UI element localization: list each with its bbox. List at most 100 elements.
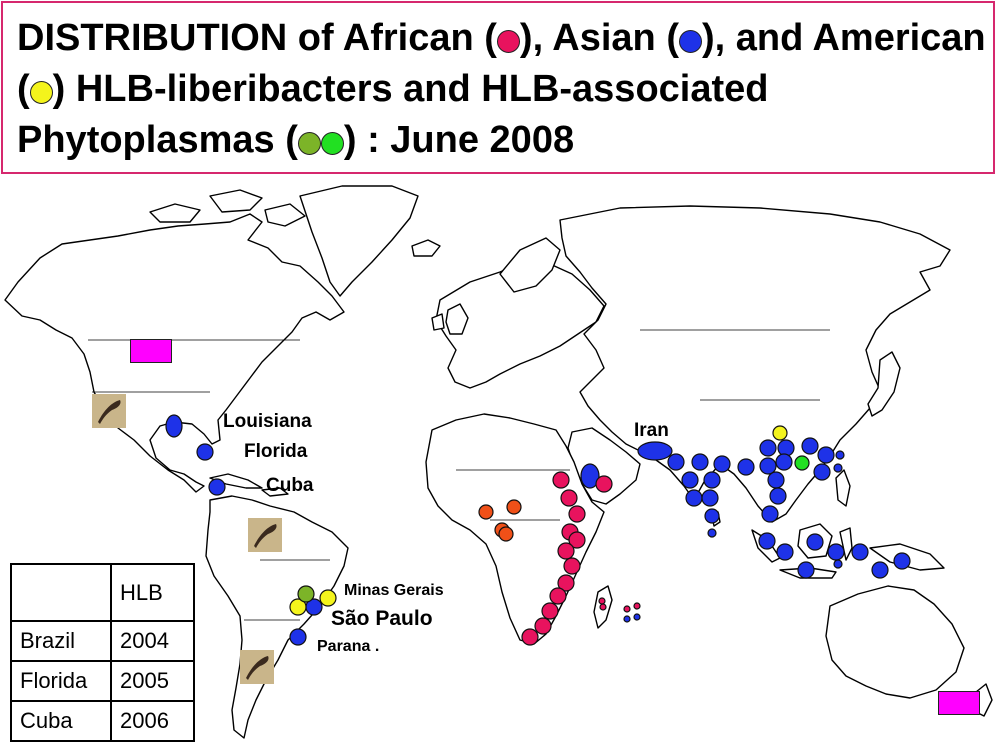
- table-header-row: HLB: [10, 563, 195, 622]
- cuba-island: [209, 473, 263, 489]
- table-header-empty-cell: [10, 563, 112, 622]
- sao-paulo-label: São Paulo: [331, 607, 433, 630]
- africa-marker: [560, 489, 578, 507]
- asia-marker: [759, 457, 777, 475]
- table-cell-year: 2006: [110, 700, 195, 742]
- table-cell-year: 2005: [110, 660, 195, 702]
- west-africa-marker: [506, 499, 522, 515]
- asia-marker: [704, 508, 720, 524]
- table-cell-place: Brazil: [10, 620, 112, 662]
- china-american-marker: [772, 425, 788, 441]
- asia-marker: [707, 528, 717, 538]
- american-legend-dot: [29, 81, 53, 104]
- usa-phytoplasma-rectangle: [130, 339, 172, 363]
- asia-marker: [833, 463, 843, 473]
- asia-marker: [759, 439, 777, 457]
- africa-marker: [563, 557, 581, 575]
- reunion-marker: [633, 602, 641, 610]
- asia-marker: [685, 489, 703, 507]
- map-title: DISTRIBUTION of African ( ), Asian (), an…: [17, 13, 987, 166]
- africa-marker: [568, 505, 586, 523]
- arctic-island: [149, 203, 201, 223]
- west-africa-marker: [478, 504, 494, 520]
- china-phytoplasma-marker: [794, 455, 810, 471]
- australia-phytoplasma-rectangle: [938, 691, 980, 715]
- asia-marker: [817, 446, 835, 464]
- louisiana-marker: [165, 414, 183, 438]
- title-part-3: ), and American (: [17, 17, 986, 110]
- table-row: Florida 2005: [10, 660, 195, 702]
- asia-marker: [767, 471, 785, 489]
- asia-marker: [667, 453, 685, 471]
- florida-label: Florida: [244, 441, 308, 462]
- parana-marker: [289, 628, 307, 646]
- asia-marker: [633, 613, 641, 621]
- japan-islands: [867, 351, 901, 417]
- african-legend-dot: [496, 30, 520, 53]
- psyllid-photo-icon: [92, 394, 126, 428]
- reunion-marker: [623, 605, 631, 613]
- africa-marker: [568, 531, 586, 549]
- australia-landmass: [825, 585, 965, 699]
- brazil-phytoplasma-marker: [297, 585, 315, 603]
- asia-marker: [893, 552, 911, 570]
- florida-marker: [196, 443, 214, 461]
- title-part-4: ) HLB-liberibacters and HLB-associated P…: [17, 68, 769, 161]
- asia-marker: [761, 505, 779, 523]
- british-isles: [445, 303, 469, 335]
- africa-marker: [557, 574, 575, 592]
- world-map: [4, 185, 993, 739]
- madagascar-marker: [598, 597, 606, 605]
- minas-gerais-label: Minas Gerais: [344, 582, 444, 599]
- louisiana-label: Louisiana: [223, 411, 312, 432]
- asia-marker: [801, 437, 819, 455]
- africa-marker: [552, 471, 570, 489]
- title-part-5: ) : June 2008: [343, 119, 575, 161]
- asia-marker: [871, 561, 889, 579]
- table-header-cell: HLB: [110, 563, 195, 622]
- africa-marker: [549, 587, 567, 605]
- phytoplasma-legend-dot-2: [320, 132, 344, 155]
- asia-marker: [835, 450, 845, 460]
- madagascar-marker: [599, 603, 607, 611]
- asia-marker: [833, 559, 843, 569]
- asia-marker: [769, 487, 787, 505]
- minas-gerais-american-marker: [319, 589, 337, 607]
- title-part-2: ), Asian (: [519, 17, 679, 59]
- asia-marker: [737, 458, 755, 476]
- asia-marker: [813, 463, 831, 481]
- asia-marker: [623, 615, 631, 623]
- arctic-island: [264, 203, 306, 227]
- asia-marker: [713, 455, 731, 473]
- table-row: Cuba 2006: [10, 700, 195, 742]
- asia-marker: [797, 561, 815, 579]
- africa-marker: [534, 617, 552, 635]
- asia-marker: [806, 533, 824, 551]
- greenland-landmass: [299, 185, 419, 297]
- title-part-1: DISTRIBUTION of African (: [17, 17, 497, 59]
- sao-paulo-american-marker: [289, 598, 307, 616]
- hlb-first-detection-table: HLB Brazil 2004 Florida 2005 Cuba 2006: [10, 563, 195, 742]
- asia-marker: [691, 453, 709, 471]
- table-cell-place: Cuba: [10, 700, 112, 742]
- title-box: DISTRIBUTION of African ( ), Asian (), an…: [1, 1, 995, 174]
- psyllid-photo-icon: [240, 650, 274, 684]
- scandinavia: [499, 237, 561, 293]
- west-africa-marker: [498, 526, 514, 542]
- iran-label: Iran: [634, 420, 669, 441]
- africa-marker: [595, 475, 613, 493]
- arabia-marker: [580, 463, 600, 489]
- cuba-marker: [208, 478, 226, 496]
- arctic-island: [209, 189, 263, 213]
- africa-marker: [521, 628, 539, 646]
- table-cell-place: Florida: [10, 660, 112, 702]
- asia-marker: [777, 439, 795, 457]
- phytoplasma-legend-dot-1: [297, 132, 321, 155]
- table-cell-year: 2004: [110, 620, 195, 662]
- asia-marker: [827, 543, 845, 561]
- ireland: [431, 313, 445, 331]
- iceland: [411, 239, 441, 257]
- asia-marker: [775, 453, 793, 471]
- asia-marker: [703, 471, 721, 489]
- hispaniola-island: [261, 487, 289, 497]
